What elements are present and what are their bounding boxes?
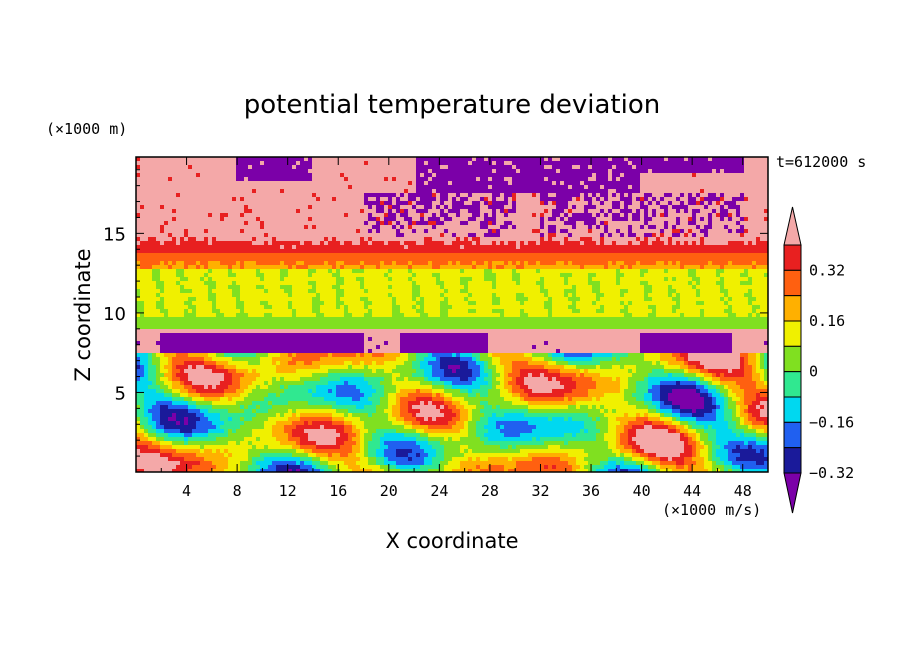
colorbar-box: [783, 447, 802, 474]
x-tick-label: 8: [233, 482, 242, 500]
x-axis: 4 8 12 16 20 24 28 32 36 40 44 48: [160, 157, 752, 500]
x-tick-label: 48: [734, 482, 752, 500]
colorbar-box: [783, 371, 802, 398]
colorbar: 0.32 0.16 0 −0.16 −0.32: [783, 206, 854, 514]
y-axis: 5 10 15: [103, 169, 768, 457]
x-tick-label: 28: [481, 482, 499, 500]
y-tick-label: 5: [115, 383, 126, 404]
x-tick-label: 16: [329, 482, 347, 500]
x-tick-label: 44: [683, 482, 701, 500]
x-tick-label: 36: [582, 482, 600, 500]
colorbar-label: 0.32: [809, 261, 845, 279]
colorbar-box: [783, 269, 802, 297]
x-tick-label: 20: [380, 482, 398, 500]
colorbar-top-arrow: [783, 206, 802, 246]
time-label: t=612000 s: [776, 153, 866, 171]
plot-frame: [135, 156, 769, 473]
colorbar-box: [783, 421, 802, 449]
y-tick-label: 15: [103, 224, 126, 245]
x-tick-label: 4: [182, 482, 191, 500]
chart-title: potential temperature deviation: [244, 90, 660, 120]
heatmap-field: [136, 157, 768, 472]
x-unit-label: (×1000 m/s): [662, 501, 761, 519]
colorbar-box: [783, 345, 802, 373]
colorbar-label: 0: [809, 363, 818, 381]
colorbar-box: [783, 320, 802, 347]
colorbar-box: [783, 244, 802, 271]
x-tick-label: 32: [531, 482, 549, 500]
colorbar-label: 0.16: [809, 312, 845, 330]
x-tick-label: 40: [633, 482, 651, 500]
x-tick-label: 24: [430, 482, 448, 500]
colorbar-label: −0.32: [809, 464, 854, 482]
colorbar-bottom-arrow: [783, 472, 802, 514]
colorbar-box: [783, 295, 802, 322]
y-tick-label: 10: [103, 304, 126, 325]
y-axis-label: Z coordinate: [71, 248, 95, 381]
x-axis-label: X coordinate: [385, 529, 518, 553]
colorbar-label: −0.16: [809, 413, 854, 431]
x-tick-label: 12: [279, 482, 297, 500]
colorbar-box: [783, 396, 802, 423]
y-unit-label: (×1000 m): [46, 120, 127, 138]
